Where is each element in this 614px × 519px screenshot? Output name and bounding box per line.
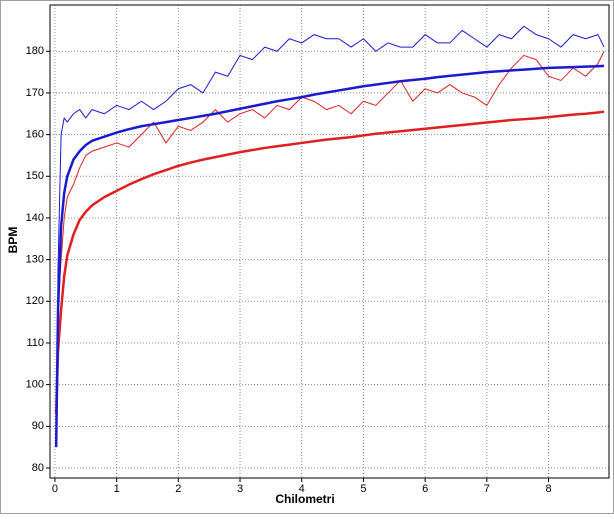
data-line xyxy=(54,64,605,448)
y-tick-label: 110 xyxy=(26,337,44,349)
data-line xyxy=(54,110,605,414)
x-tick-label: 3 xyxy=(237,483,243,495)
y-tick-label: 160 xyxy=(26,129,44,141)
x-tick-label: 5 xyxy=(360,483,366,495)
x-tick-label: 2 xyxy=(175,483,181,495)
plot-border xyxy=(49,4,610,479)
y-tick-label: 170 xyxy=(26,87,44,99)
x-tick-label: 6 xyxy=(422,483,428,495)
data-line xyxy=(55,25,605,443)
y-tick-label: 150 xyxy=(26,170,44,182)
y-tick-label: 100 xyxy=(26,379,44,391)
x-tick-label: 1 xyxy=(114,483,120,495)
x-axis-title: Chilometri xyxy=(275,492,334,506)
plot-area xyxy=(50,5,609,478)
x-tick-label: 0 xyxy=(52,483,58,495)
x-tick-label: 7 xyxy=(484,483,490,495)
x-tick-label: 8 xyxy=(545,483,551,495)
y-axis-title: BPM xyxy=(6,227,20,254)
y-tick-label: 180 xyxy=(26,45,44,57)
y-tick-label: 140 xyxy=(26,212,44,224)
x-tick-label: 4 xyxy=(299,483,305,495)
y-tick-label: 120 xyxy=(26,295,44,307)
y-tick-label: 90 xyxy=(32,420,44,432)
y-tick-label: 80 xyxy=(32,462,44,474)
y-tick-label: 130 xyxy=(26,254,44,266)
